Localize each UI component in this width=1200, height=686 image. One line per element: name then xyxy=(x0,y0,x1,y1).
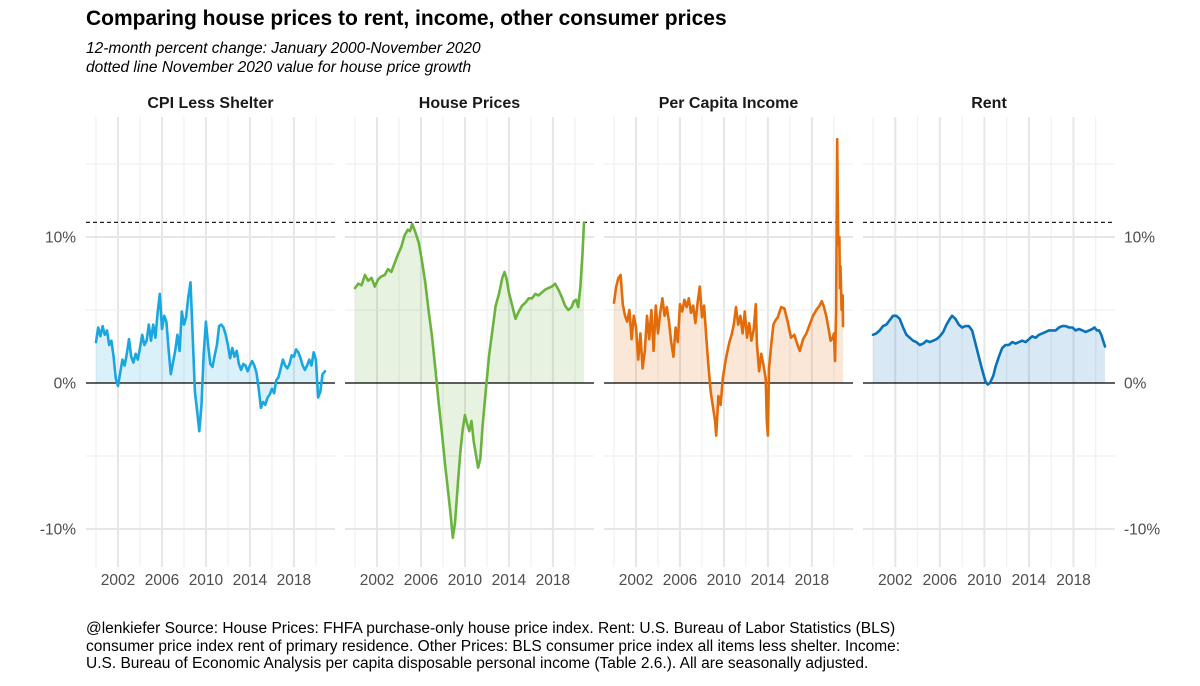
subtitle-line-1: 12-month percent change: January 2000-No… xyxy=(86,40,481,57)
x-tick-label: 2018 xyxy=(795,572,829,589)
caption-line-1: @lenkiefer Source: House Prices: FHFA pu… xyxy=(86,620,896,637)
chart-title: Comparing house prices to rent, income, … xyxy=(86,7,727,30)
x-tick-label: 2002 xyxy=(101,572,135,589)
caption-line-2: consumer price index rent of primary res… xyxy=(86,637,901,655)
caption-line-3: U.S. Bureau of Economic Analysis per cap… xyxy=(86,655,869,672)
source-caption: @lenkiefer Source: House Prices: FHFA pu… xyxy=(86,620,900,673)
series-area-3 xyxy=(873,315,1105,385)
x-tick-label: 2006 xyxy=(145,572,179,589)
y-tick-label-left: 0% xyxy=(54,376,77,393)
y-tick-label-left: 10% xyxy=(45,230,76,247)
facet-title: House Prices xyxy=(419,95,520,112)
x-tick-label: 2014 xyxy=(492,572,527,589)
facet-title: CPI Less Shelter xyxy=(147,95,273,112)
y-tick-label-right: 0% xyxy=(1124,376,1147,393)
x-tick-label: 2010 xyxy=(448,572,483,589)
x-tick-label: 2006 xyxy=(923,572,957,589)
facet-title: Rent xyxy=(971,95,1007,112)
y-tick-label-right: -10% xyxy=(1124,522,1160,539)
x-tick-label: 2002 xyxy=(360,572,394,589)
series-area-2 xyxy=(614,139,843,436)
x-tick-label: 2002 xyxy=(878,572,912,589)
series-line-3 xyxy=(871,314,1107,386)
facet-title: Per Capita Income xyxy=(659,95,799,112)
x-tick-label: 2018 xyxy=(277,572,311,589)
series-line-2 xyxy=(612,137,845,437)
x-tick-label: 2014 xyxy=(1012,572,1047,589)
chart-subtitle: 12-month percent change: January 2000-No… xyxy=(86,39,481,77)
series-line-0 xyxy=(94,281,327,433)
series-line-1 xyxy=(353,221,586,540)
y-tick-label-right: 10% xyxy=(1124,230,1155,247)
x-tick-label: 2002 xyxy=(619,572,653,589)
subtitle-line-2: dotted line November 2020 value for hous… xyxy=(86,59,472,76)
x-tick-label: 2010 xyxy=(967,572,1002,589)
x-tick-label: 2006 xyxy=(404,572,438,589)
x-tick-label: 2018 xyxy=(536,572,570,589)
x-tick-label: 2010 xyxy=(707,572,742,589)
x-tick-label: 2018 xyxy=(1056,572,1090,589)
x-tick-label: 2014 xyxy=(751,572,786,589)
y-tick-label-left: -10% xyxy=(40,522,76,539)
x-tick-label: 2014 xyxy=(233,572,268,589)
series-area-0 xyxy=(96,282,325,432)
x-tick-label: 2006 xyxy=(663,572,697,589)
x-tick-label: 2010 xyxy=(189,572,224,589)
